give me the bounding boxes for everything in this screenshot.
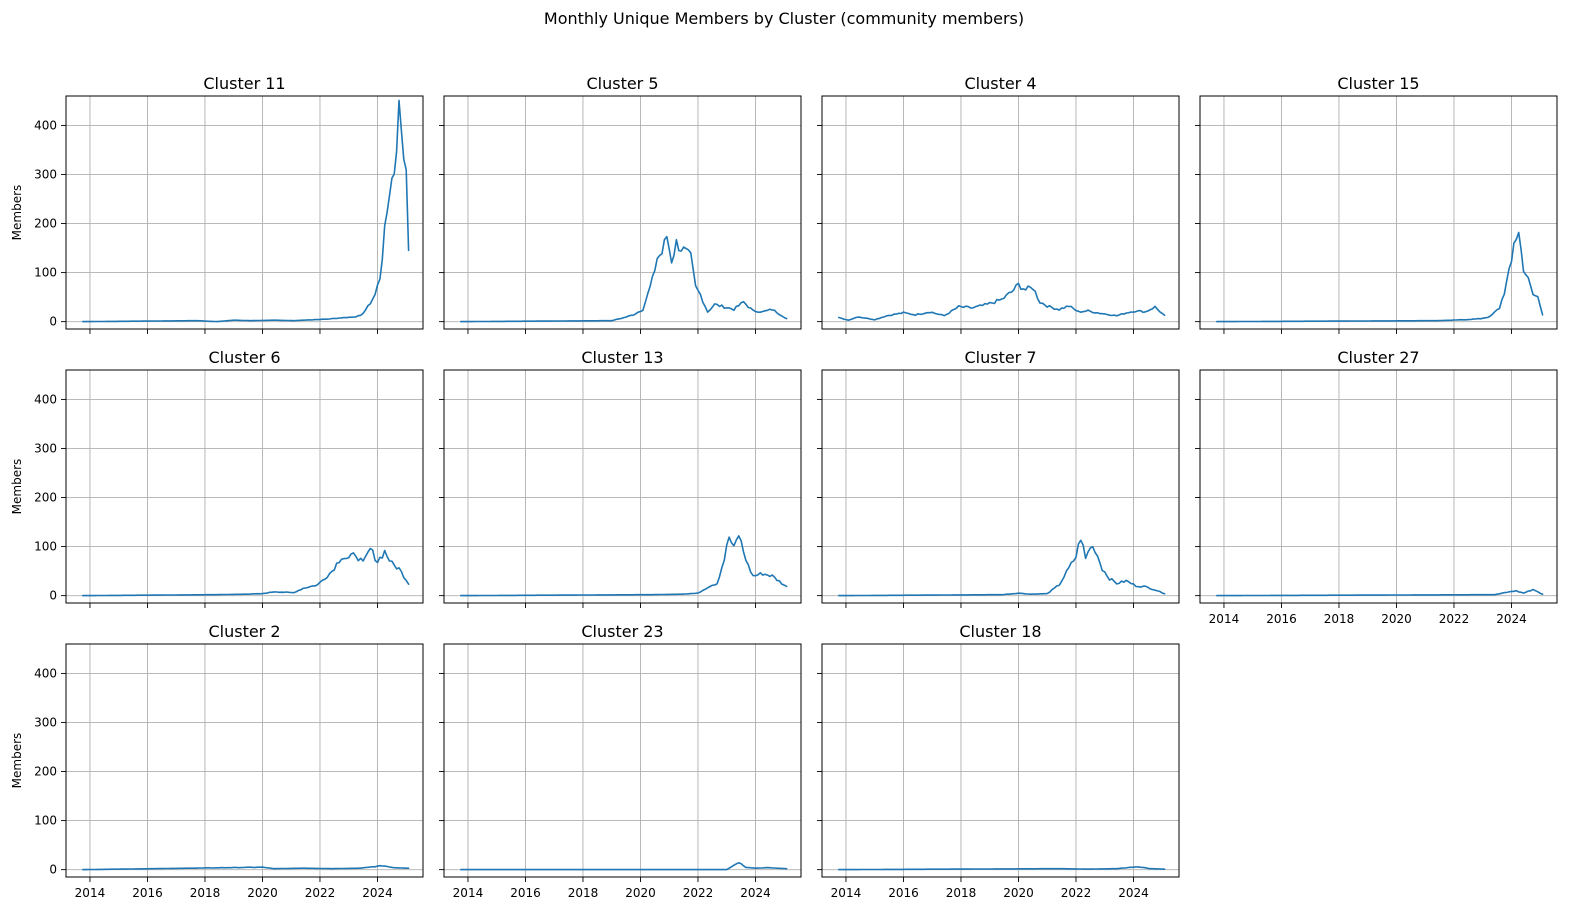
subplot-title: Cluster 6 [208, 348, 280, 367]
x-tick-label: 2016 [1266, 612, 1297, 626]
subplot-title: Cluster 18 [959, 622, 1041, 641]
subplot: 0 100 200 300 400 Members Cluster 6 [10, 348, 424, 608]
series-line [460, 535, 788, 597]
subplot-title: Cluster 4 [964, 74, 1036, 93]
x-tick-label: 2020 [625, 886, 656, 900]
subplot: Cluster 7 [817, 348, 1180, 608]
x-tick-label: 2024 [1118, 886, 1149, 900]
subplot-title: Cluster 15 [1337, 74, 1419, 93]
subplot: 0 100 200 300 400 Members Cluster 11 [10, 74, 424, 334]
x-tick-label: 2022 [683, 886, 714, 900]
series-line [838, 866, 1166, 871]
series-line [838, 282, 1166, 321]
series-line [82, 864, 410, 871]
y-tick-label: 300 [34, 441, 57, 455]
y-tick-label: 100 [34, 814, 57, 828]
subplot: 2014 2016 2018 2020 2022 2024 Cluster 27 [1195, 348, 1558, 626]
y-tick-label: 0 [49, 589, 57, 603]
subplot-title: Cluster 13 [581, 348, 663, 367]
series-line [82, 547, 410, 597]
x-tick-label: 2016 [132, 886, 163, 900]
subplot: Cluster 5 [439, 74, 802, 334]
series-line [1216, 588, 1544, 597]
series-line [460, 235, 788, 323]
axes-frame [443, 643, 802, 878]
y-axis-label: Members [10, 459, 24, 515]
y-axis-label: Members [10, 185, 24, 241]
x-tick-label: 2020 [247, 886, 278, 900]
series-line [460, 862, 788, 871]
y-axis-label: Members [10, 733, 24, 789]
subplot: 2014 2016 2018 2020 2022 2024 Cluster 23 [439, 622, 802, 900]
x-tick-label: 2014 [453, 886, 484, 900]
x-tick-label: 2020 [1381, 612, 1412, 626]
x-tick-label: 2014 [1209, 612, 1240, 626]
x-tick-label: 2022 [1061, 886, 1092, 900]
y-tick-label: 0 [49, 315, 57, 329]
y-tick-label: 100 [34, 540, 57, 554]
axes-frame [443, 369, 802, 604]
x-tick-label: 2022 [1439, 612, 1470, 626]
series-line [1216, 231, 1544, 323]
axes-frame [1199, 95, 1558, 330]
series-line [82, 99, 410, 323]
y-tick-label: 0 [49, 863, 57, 877]
subplot: 2014 2016 2018 2020 2022 2024 0 100 200 300 400 Mem… [10, 622, 424, 900]
y-tick-label: 400 [34, 392, 57, 406]
axes-frame [443, 95, 802, 330]
x-tick-label: 2018 [568, 886, 599, 900]
y-tick-label: 400 [34, 666, 57, 680]
x-tick-label: 2018 [946, 886, 977, 900]
subplot: 2014 2016 2018 2020 2022 2024 Cluster 18 [817, 622, 1180, 900]
x-tick-label: 2016 [888, 886, 919, 900]
series-line [838, 539, 1166, 597]
y-tick-label: 300 [34, 715, 57, 729]
subplot-grid: 0 100 200 300 400 Members Cluster 11 Cluster 5 C… [10, 74, 1558, 900]
x-tick-label: 2022 [305, 886, 336, 900]
subplot: Cluster 4 [817, 74, 1180, 334]
y-tick-label: 200 [34, 765, 57, 779]
axes-frame [821, 95, 1180, 330]
y-tick-label: 200 [34, 217, 57, 231]
x-tick-label: 2024 [740, 886, 771, 900]
y-tick-label: 100 [34, 266, 57, 280]
subplot-title: Cluster 27 [1337, 348, 1419, 367]
x-tick-label: 2014 [831, 886, 862, 900]
axes-frame [65, 369, 424, 604]
x-tick-label: 2020 [1003, 886, 1034, 900]
y-tick-label: 300 [34, 167, 57, 181]
figure-title: Monthly Unique Members by Cluster (commu… [544, 9, 1024, 28]
subplot-title: Cluster 23 [581, 622, 663, 641]
x-tick-label: 2014 [75, 886, 106, 900]
x-tick-label: 2024 [1496, 612, 1527, 626]
subplot: Cluster 15 [1195, 74, 1558, 334]
axes-frame [65, 95, 424, 330]
x-tick-label: 2016 [510, 886, 541, 900]
axes-frame [821, 369, 1180, 604]
x-tick-label: 2018 [1324, 612, 1355, 626]
subplot-title: Cluster 11 [203, 74, 285, 93]
axes-frame [1199, 369, 1558, 604]
subplot: Cluster 13 [439, 348, 802, 608]
y-tick-label: 400 [34, 118, 57, 132]
subplot-title: Cluster 5 [586, 74, 658, 93]
subplot-title: Cluster 2 [208, 622, 280, 641]
x-tick-label: 2018 [190, 886, 221, 900]
axes-frame [65, 643, 424, 878]
axes-frame [821, 643, 1180, 878]
x-tick-label: 2024 [362, 886, 393, 900]
subplot-title: Cluster 7 [964, 348, 1036, 367]
y-tick-label: 200 [34, 491, 57, 505]
